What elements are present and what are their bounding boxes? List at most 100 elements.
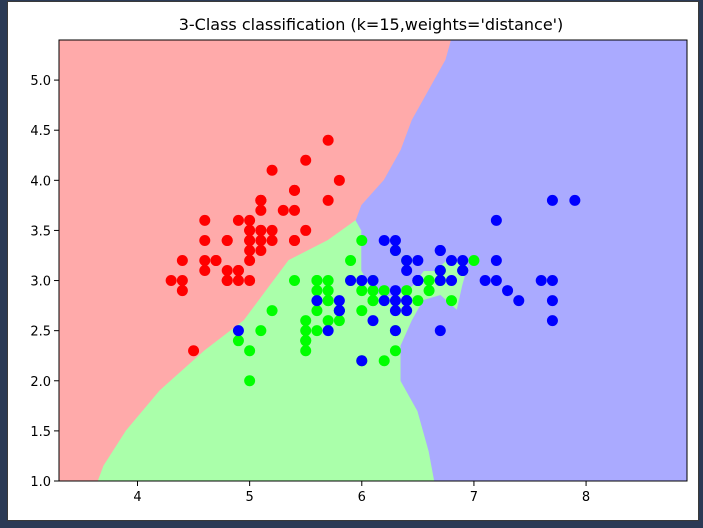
point-blue xyxy=(333,295,345,307)
x-tick-label: 6 xyxy=(358,490,366,505)
point-green xyxy=(232,335,244,347)
point-blue xyxy=(345,275,357,287)
point-blue xyxy=(389,285,401,297)
point-green xyxy=(401,285,413,297)
point-red xyxy=(255,194,267,206)
point-red xyxy=(221,275,233,287)
point-red xyxy=(266,234,278,246)
point-blue xyxy=(356,275,368,287)
point-blue xyxy=(457,255,469,266)
plot-frame xyxy=(58,39,688,482)
point-red xyxy=(255,204,267,216)
point-green xyxy=(345,255,357,266)
point-blue xyxy=(378,295,390,307)
y-tick-label: 4.0 xyxy=(30,174,51,189)
point-blue xyxy=(401,305,413,317)
point-blue xyxy=(446,255,457,266)
y-axis: 1.0 1.5 2.0 2.5 3.0 3.5 4.0 4.5 5.0 xyxy=(30,74,59,490)
point-blue xyxy=(322,325,334,337)
data-points xyxy=(165,134,581,387)
point-red xyxy=(255,224,267,236)
point-red xyxy=(232,214,244,226)
point-green xyxy=(289,275,300,287)
chart-title: 3-Class classification (k=15,weights='di… xyxy=(179,15,564,34)
point-green xyxy=(356,285,368,297)
point-blue xyxy=(367,315,379,327)
point-blue xyxy=(232,325,244,337)
point-green xyxy=(322,275,334,287)
point-red xyxy=(255,234,267,246)
point-blue xyxy=(412,255,424,266)
point-blue xyxy=(389,244,401,256)
point-green xyxy=(412,295,424,307)
point-red xyxy=(322,194,334,206)
point-red xyxy=(255,244,267,256)
point-red xyxy=(232,265,244,277)
point-red xyxy=(176,275,188,287)
y-tick-label: 1.0 xyxy=(30,475,51,490)
point-green xyxy=(356,305,368,317)
point-red xyxy=(244,214,256,226)
point-red xyxy=(289,204,300,216)
figure: 3-Class classification (k=15,weights='di… xyxy=(7,1,699,521)
point-blue xyxy=(401,265,413,277)
point-blue xyxy=(546,194,558,206)
chart: 3-Class classification (k=15,weights='di… xyxy=(30,15,688,505)
point-blue xyxy=(490,275,502,287)
y-tick-label: 1.5 xyxy=(30,425,51,440)
point-red xyxy=(289,234,300,246)
point-green xyxy=(300,325,312,337)
point-blue xyxy=(457,265,469,277)
point-green xyxy=(311,275,323,287)
decision-regions xyxy=(59,40,687,481)
point-blue xyxy=(513,295,525,307)
point-blue xyxy=(569,194,581,206)
x-tick-label: 5 xyxy=(246,490,254,505)
point-red xyxy=(199,255,211,266)
point-blue xyxy=(446,275,457,287)
y-tick-label: 3.0 xyxy=(30,275,51,290)
point-green xyxy=(446,295,457,307)
y-tick-label: 5.0 xyxy=(30,74,51,89)
point-blue xyxy=(389,305,401,317)
point-green xyxy=(311,285,323,297)
point-red xyxy=(221,234,233,246)
point-green xyxy=(244,345,256,357)
point-blue xyxy=(412,275,424,287)
point-green xyxy=(423,285,435,297)
point-blue xyxy=(546,295,558,307)
point-blue xyxy=(389,295,401,307)
point-red xyxy=(199,265,211,277)
point-green xyxy=(244,375,256,387)
point-blue xyxy=(479,275,491,287)
point-green xyxy=(266,305,278,317)
point-blue xyxy=(546,275,558,287)
point-red xyxy=(333,174,345,186)
point-red xyxy=(300,224,312,236)
point-blue xyxy=(434,325,446,337)
point-blue xyxy=(356,355,368,367)
point-red xyxy=(176,285,188,297)
point-red xyxy=(165,275,177,287)
point-red xyxy=(244,234,256,246)
point-red xyxy=(244,255,256,266)
point-red xyxy=(244,244,256,256)
point-green xyxy=(311,305,323,317)
x-tick-label: 8 xyxy=(582,490,590,505)
point-blue xyxy=(490,255,502,266)
point-blue xyxy=(367,275,379,287)
point-red xyxy=(266,164,278,176)
point-red xyxy=(300,154,312,166)
point-blue xyxy=(535,275,547,287)
point-green xyxy=(300,345,312,357)
point-red xyxy=(199,234,211,246)
point-blue xyxy=(389,325,401,337)
point-red xyxy=(221,265,233,277)
point-green xyxy=(367,295,379,307)
point-red xyxy=(244,275,256,287)
y-tick-label: 2.5 xyxy=(30,325,51,340)
point-green xyxy=(378,355,390,367)
point-red xyxy=(188,345,200,357)
y-tick-label: 2.0 xyxy=(30,375,51,390)
point-green xyxy=(356,234,368,246)
